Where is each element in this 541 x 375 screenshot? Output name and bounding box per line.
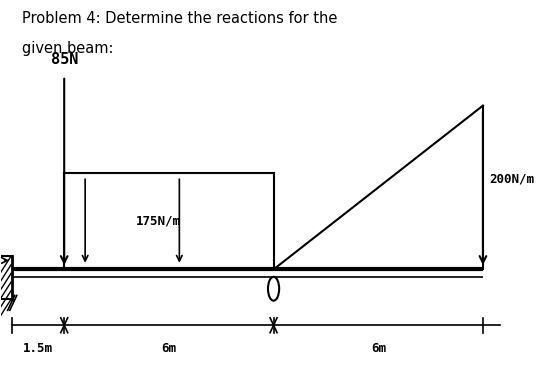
Text: given beam:: given beam: (22, 41, 113, 56)
Text: 85N: 85N (50, 52, 78, 67)
Text: 200N/m: 200N/m (489, 173, 534, 186)
Text: 1.5m: 1.5m (23, 342, 53, 355)
Circle shape (268, 277, 279, 301)
Text: 175N/m: 175N/m (136, 214, 181, 228)
Text: 6m: 6m (161, 342, 176, 355)
Text: 6m: 6m (371, 342, 386, 355)
Text: Problem 4: Determine the reactions for the: Problem 4: Determine the reactions for t… (22, 11, 337, 26)
